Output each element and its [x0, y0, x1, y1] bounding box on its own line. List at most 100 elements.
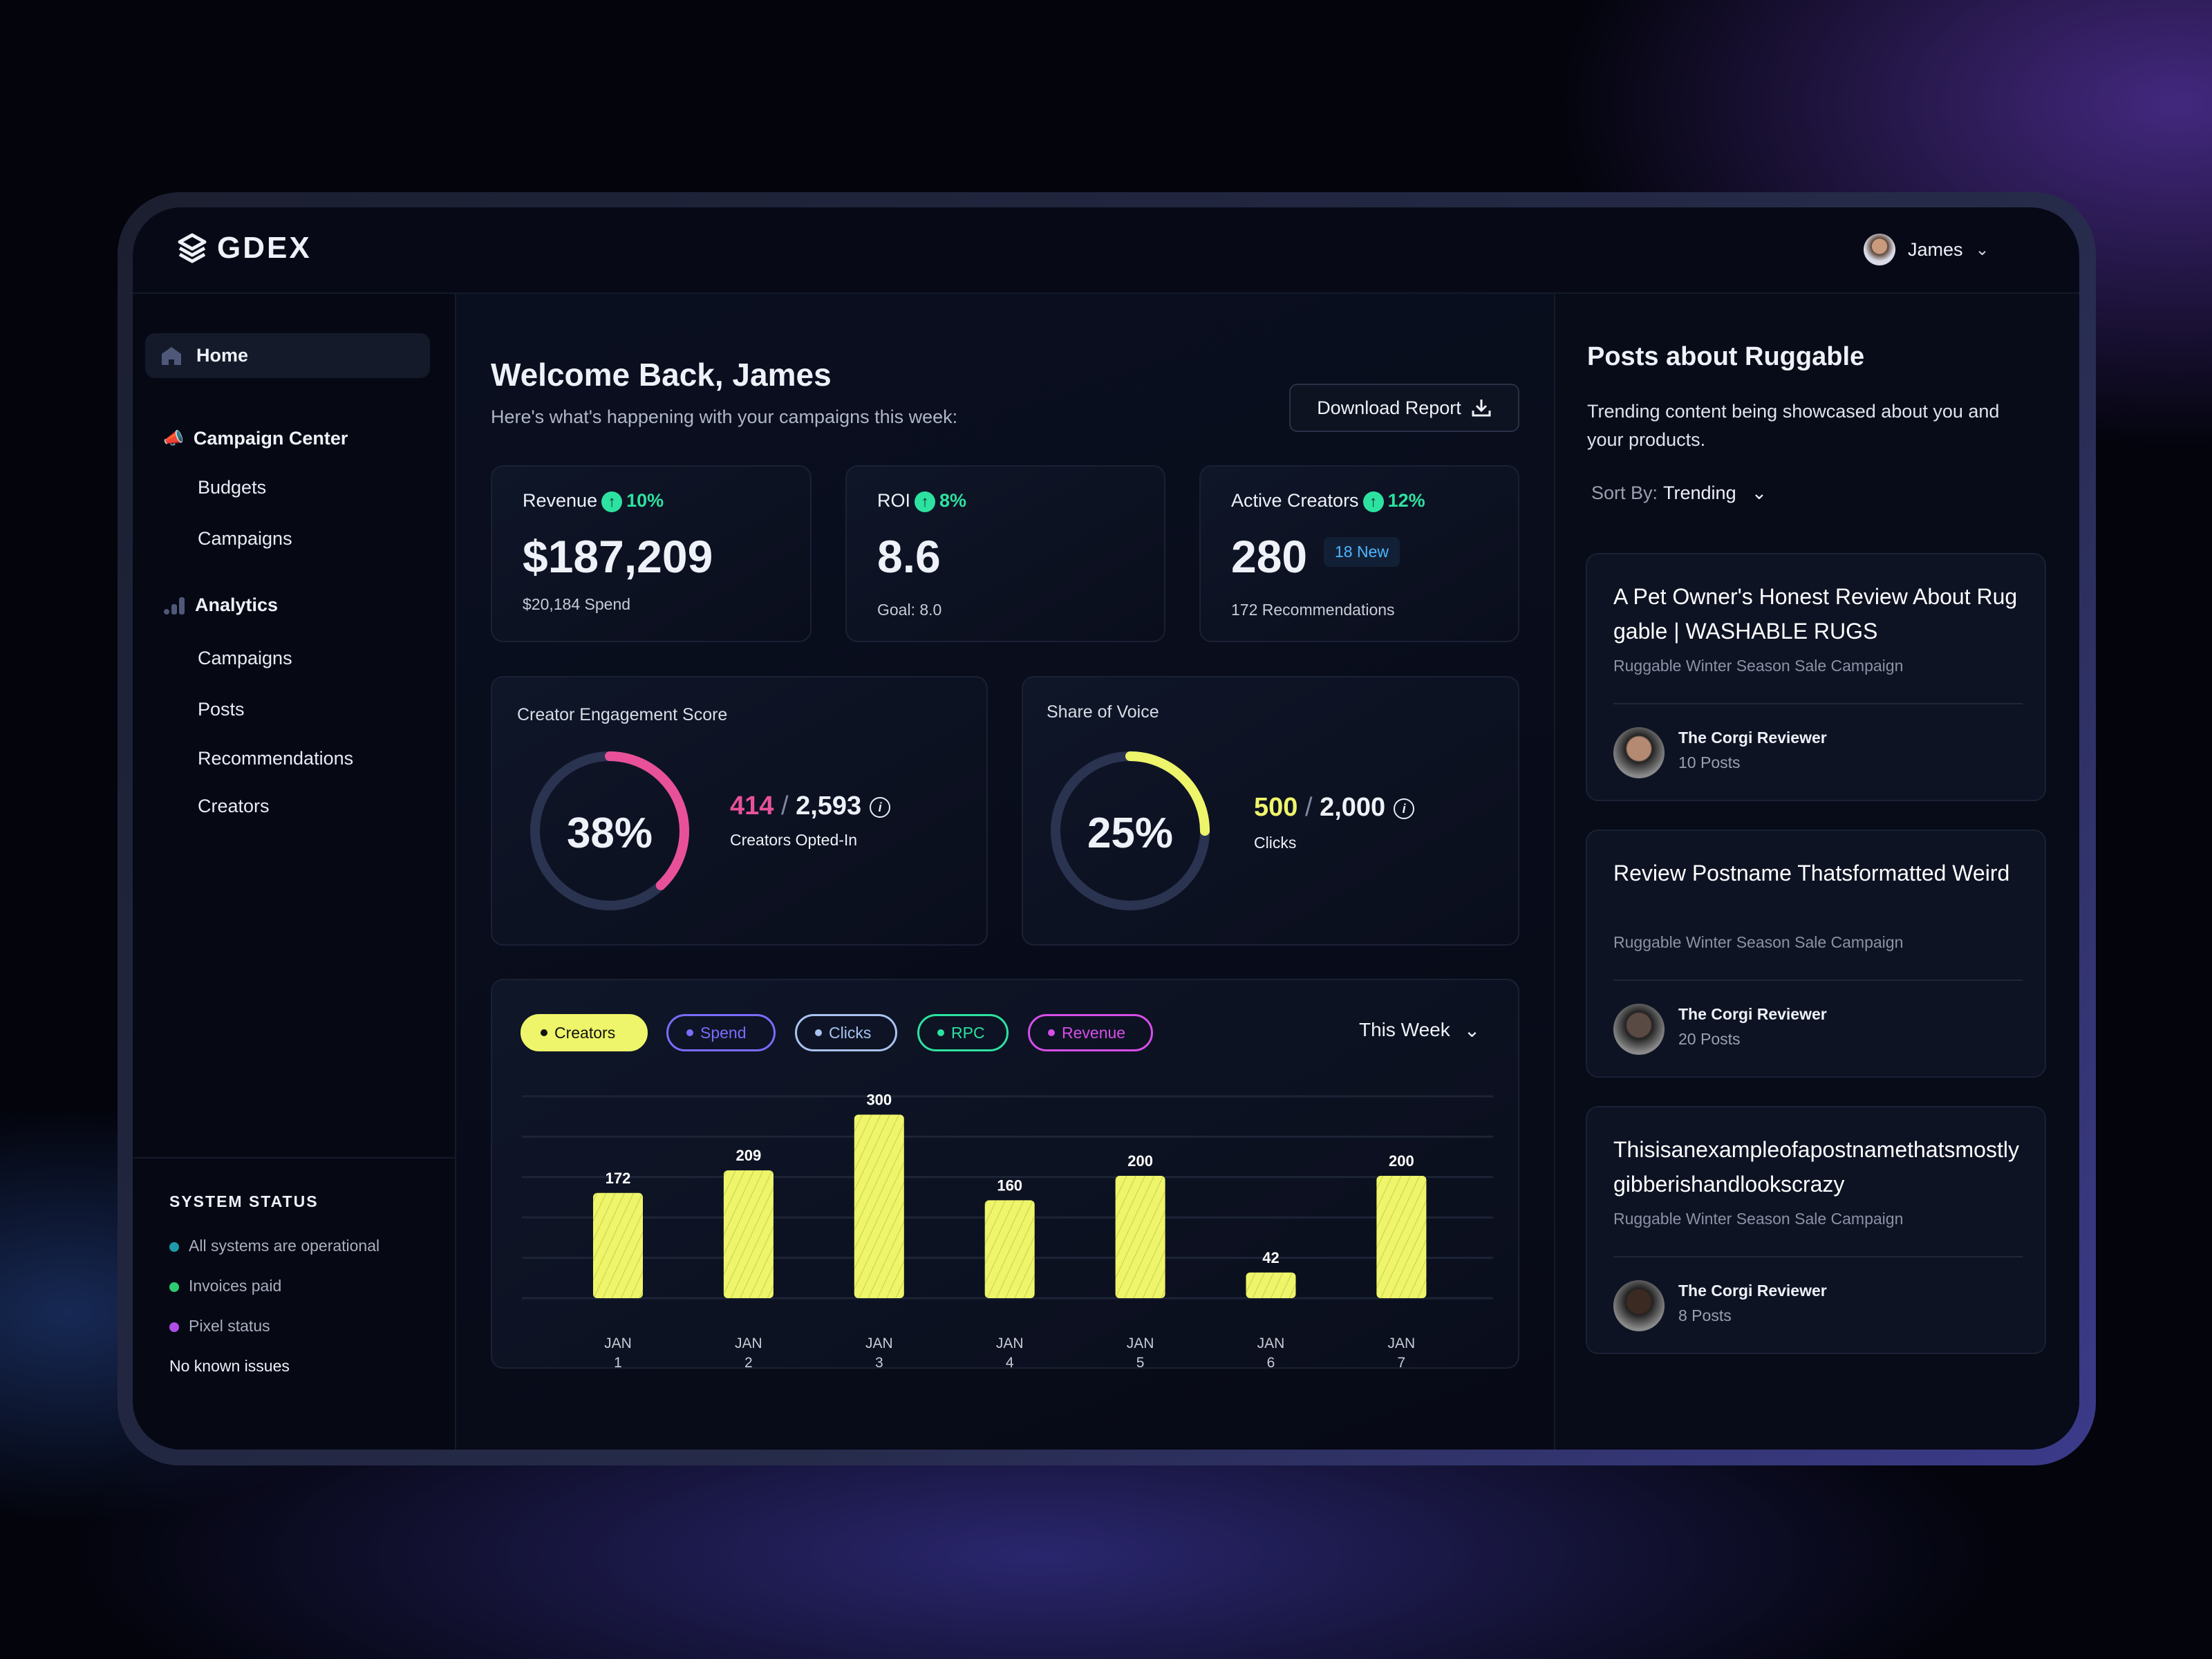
status-label: Invoices paid — [189, 1277, 282, 1295]
author-name[interactable]: The Corgi Reviewer — [1678, 729, 1827, 747]
info-icon[interactable]: i — [870, 796, 891, 818]
bar[interactable] — [854, 1114, 904, 1298]
sidebar-item-analytics-campaigns[interactable]: Campaigns — [198, 648, 292, 668]
dot-icon — [937, 1029, 944, 1036]
bar-value-label: 42 — [1262, 1249, 1279, 1266]
status-footer: No known issues — [169, 1357, 290, 1375]
stat-value: 8.6 — [877, 531, 941, 582]
filter-chip-creators[interactable]: Creators — [521, 1014, 648, 1051]
download-icon — [1472, 400, 1491, 417]
filter-chip-revenue[interactable]: Revenue — [1028, 1014, 1153, 1051]
arrow-up-icon: ↑ — [601, 491, 623, 512]
megaphone-icon: 📣 — [163, 429, 184, 448]
filter-chip-rpc[interactable]: RPC — [917, 1014, 1009, 1051]
gauge-denominator: 2,000 — [1320, 793, 1386, 822]
status-dot-icon — [169, 1241, 179, 1252]
gauge-card-engagement: Creator Engagement Score 38% 414 / 2,593… — [491, 676, 988, 946]
filter-chip-clicks[interactable]: Clicks — [795, 1014, 897, 1051]
bar[interactable] — [984, 1200, 1035, 1298]
author-name[interactable]: The Corgi Reviewer — [1678, 1282, 1827, 1300]
x-tick-label: 5 — [1136, 1355, 1145, 1369]
dot-icon — [686, 1029, 693, 1036]
author-post-count: 10 Posts — [1678, 753, 1741, 771]
status-dot-icon — [169, 1322, 179, 1332]
bar-value-label: 160 — [997, 1177, 1022, 1194]
post-card[interactable]: A Pet Owner's Honest Review About Ruggab… — [1586, 553, 2046, 801]
user-name: James — [1908, 238, 1963, 260]
stat-sub: Goal: 8.0 — [877, 601, 942, 619]
bar[interactable] — [1246, 1272, 1296, 1298]
stat-card-roi: ROI ↑ 8% 8.6 Goal: 8.0 — [845, 465, 1165, 642]
button-label: Download Report — [1317, 397, 1461, 418]
user-menu[interactable]: James ⌄ — [1864, 234, 1989, 265]
stat-value: $187,209 — [523, 531, 713, 582]
stat-value: 280 — [1231, 531, 1308, 582]
post-card[interactable]: Thisisanexampleofapostnamethatsmostlygib… — [1586, 1106, 2046, 1354]
divider — [1613, 980, 2023, 981]
download-report-button[interactable]: Download Report — [1289, 384, 1519, 432]
section-label: Campaign Center — [193, 428, 348, 449]
stat-card-revenue: Revenue ↑ 10% $187,209 $20,184 Spend — [491, 465, 812, 642]
bar-chart-icon — [164, 597, 185, 615]
gauge-numerator: 500 — [1254, 793, 1298, 822]
stat-change: 8% — [939, 490, 967, 511]
post-campaign: Ruggable Winter Season Sale Campaign — [1613, 1210, 1904, 1228]
chevron-down-icon: ⌄ — [1975, 240, 1989, 259]
x-tick-label: JAN — [865, 1335, 893, 1351]
post-title[interactable]: Thisisanexampleofapostnamethatsmostlygib… — [1613, 1137, 2019, 1197]
sidebar-item-creators[interactable]: Creators — [198, 796, 270, 816]
info-icon[interactable]: i — [1394, 798, 1415, 819]
x-tick-label: 6 — [1267, 1355, 1275, 1369]
arrow-up-icon: ↑ — [1362, 491, 1384, 512]
stat-change: 10% — [626, 490, 664, 511]
post-title[interactable]: Review Postname Thatsformatted Weird — [1613, 861, 2010, 885]
section-label: Analytics — [195, 594, 279, 615]
sidebar-item-campaigns[interactable]: Campaigns — [198, 528, 292, 549]
author-name[interactable]: The Corgi Reviewer — [1678, 1005, 1827, 1023]
sidebar-item-budgets[interactable]: Budgets — [198, 477, 267, 498]
page-title: Welcome Back, James — [491, 357, 832, 393]
stat-sub: 172 Recommendations — [1231, 601, 1395, 619]
gauge-ring — [530, 751, 689, 910]
logo[interactable]: GDEX — [177, 231, 312, 265]
sort-dropdown[interactable]: Sort By: Trending ⌄ — [1591, 482, 1767, 504]
sidebar-item-posts[interactable]: Posts — [198, 699, 245, 720]
sidebar-section-campaign-center[interactable]: 📣 Campaign Center — [163, 428, 348, 449]
bar-value-label: 209 — [736, 1147, 762, 1164]
top-header: GDEX James ⌄ — [133, 207, 2079, 294]
sort-value: Trending — [1663, 482, 1736, 503]
x-tick-label: JAN — [996, 1335, 1024, 1351]
sidebar-section-analytics[interactable]: Analytics — [163, 594, 278, 616]
x-tick-label: JAN — [1388, 1335, 1416, 1351]
x-tick-label: JAN — [604, 1335, 632, 1351]
post-title[interactable]: A Pet Owner's Honest Review About Ruggab… — [1613, 584, 2018, 644]
period-dropdown[interactable]: This Week ⌄ — [1359, 1019, 1480, 1042]
stat-change: 12% — [1387, 490, 1425, 511]
filter-chip-spend[interactable]: Spend — [666, 1014, 776, 1051]
sidebar-item-home[interactable]: Home — [145, 333, 430, 378]
stat-sub: $20,184 Spend — [523, 595, 631, 613]
sidebar-item-recommendations[interactable]: Recommendations — [198, 748, 354, 769]
status-dot-icon — [169, 1282, 179, 1292]
gauge-arc — [530, 751, 689, 910]
author-avatar — [1613, 1004, 1665, 1055]
status-item: Invoices paid — [169, 1277, 281, 1295]
author-avatar — [1613, 727, 1665, 778]
gauge-title: Creator Engagement Score — [517, 705, 728, 724]
bar[interactable] — [723, 1170, 774, 1298]
x-tick-label: 4 — [1006, 1355, 1014, 1369]
status-item: All systems are operational — [169, 1237, 379, 1255]
gdex-logo-icon — [178, 233, 207, 263]
status-label: Pixel status — [189, 1317, 270, 1335]
system-status-title: SYSTEM STATUS — [169, 1192, 319, 1210]
gauge-caption: Creators Opted-In — [730, 831, 858, 849]
chart-card — [491, 979, 1519, 1369]
dot-icon — [815, 1029, 822, 1036]
post-card[interactable]: Review Postname Thatsformatted Weird Rug… — [1586, 830, 2046, 1078]
gauge-percent: 38% — [566, 809, 653, 857]
bar[interactable] — [1115, 1176, 1165, 1298]
bar[interactable] — [593, 1192, 643, 1298]
bar[interactable] — [1376, 1176, 1427, 1298]
divider — [1613, 703, 2023, 704]
x-tick-label: 2 — [744, 1355, 753, 1369]
